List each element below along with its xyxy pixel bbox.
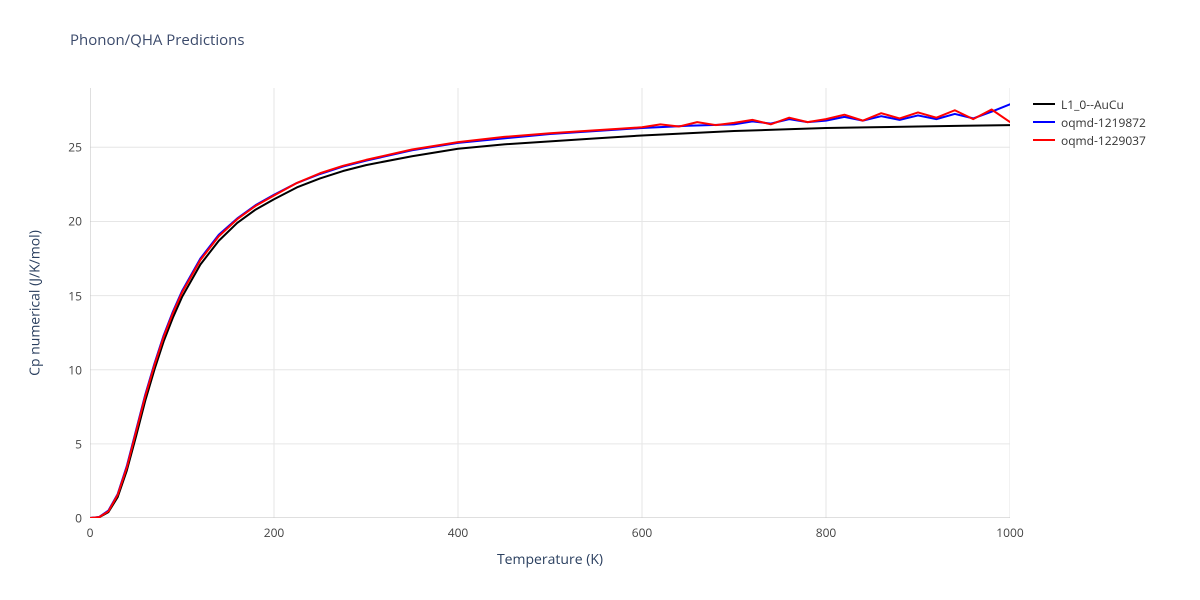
legend-swatch — [1033, 121, 1055, 123]
y-axis-label: Cp numerical (J/K/mol) — [26, 230, 45, 376]
legend-item[interactable]: oqmd-1219872 — [1033, 113, 1146, 131]
legend: L1_0--AuCuoqmd-1219872oqmd-1229037 — [1033, 95, 1146, 149]
x-tick-label: 200 — [264, 524, 285, 541]
plot-svg — [90, 88, 1010, 518]
series-line[interactable] — [90, 110, 1010, 519]
legend-label: L1_0--AuCu — [1061, 96, 1124, 113]
x-tick-label: 0 — [87, 524, 94, 541]
legend-item[interactable]: oqmd-1229037 — [1033, 131, 1146, 149]
legend-item[interactable]: L1_0--AuCu — [1033, 95, 1146, 113]
x-tick-label: 800 — [816, 524, 837, 541]
chart-title: Phonon/QHA Predictions — [70, 30, 245, 50]
series-line[interactable] — [90, 125, 1010, 518]
legend-swatch — [1033, 103, 1055, 105]
y-tick-label: 0 — [75, 510, 82, 527]
plot-area[interactable] — [90, 88, 1010, 518]
x-tick-label: 400 — [448, 524, 469, 541]
y-tick-label: 10 — [68, 361, 82, 378]
legend-label: oqmd-1219872 — [1061, 114, 1146, 131]
x-tick-label: 1000 — [996, 524, 1023, 541]
y-tick-label: 15 — [68, 287, 82, 304]
y-tick-label: 20 — [68, 213, 82, 230]
x-tick-label: 600 — [632, 524, 653, 541]
y-tick-label: 25 — [68, 139, 82, 156]
y-tick-label: 5 — [75, 435, 82, 452]
legend-swatch — [1033, 139, 1055, 141]
series-line[interactable] — [90, 104, 1010, 518]
legend-label: oqmd-1229037 — [1061, 132, 1146, 149]
x-axis-label: Temperature (K) — [497, 550, 603, 569]
